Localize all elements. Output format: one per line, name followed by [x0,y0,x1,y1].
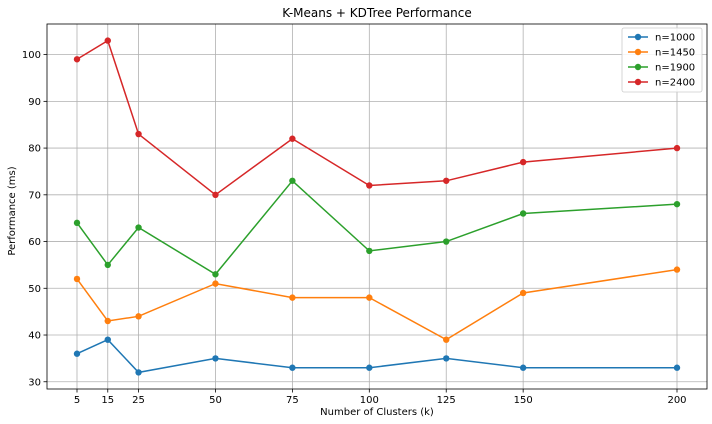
series-n=1000 [73,336,681,376]
legend-label: n=1000 [655,33,695,44]
y-tick-label: 50 [28,284,41,295]
x-tick-label: 125 [437,395,456,406]
data-point [135,130,142,138]
series-n=1900 [73,177,681,278]
data-point [366,294,373,301]
series-line [76,39,678,196]
data-point [104,261,111,269]
chart-title: K-Means + KDTree Performance [282,6,472,20]
data-point [289,364,296,371]
y-tick-label: 30 [28,377,41,388]
data-point [519,210,527,217]
y-axis-label: Performance (ms) [7,166,18,255]
plot-area [46,23,708,390]
data-point [673,144,681,152]
data-point [443,355,450,362]
data-point [104,336,111,343]
data-point [73,219,81,227]
data-point [212,191,219,199]
data-point [73,56,81,63]
series-line [76,268,678,341]
legend-box [621,27,703,93]
data-point [519,364,527,371]
series-line [76,338,677,374]
data-point [73,350,81,357]
data-point [443,336,450,343]
x-tick-label: 15 [101,395,114,406]
data-point [104,317,111,325]
legend-label: n=1900 [655,63,695,74]
x-tick-label: 100 [360,395,379,406]
y-tick-label: 60 [28,237,41,248]
legend-marker [634,63,642,71]
data-point [366,182,373,189]
x-tick-label: 75 [286,395,299,406]
legend-marker [634,48,642,56]
data-point [212,355,219,362]
y-tick-label: 70 [28,190,41,201]
data-point [366,247,373,255]
data-point [673,364,681,371]
data-point [443,238,450,245]
data-point [135,313,142,320]
legend-item: n=1900 [628,63,695,74]
data-point [212,280,219,287]
x-axis-label: Number of Clusters (k) [320,407,434,418]
data-point [104,37,111,44]
legend-label: n=1450 [655,48,695,59]
y-tick-label: 80 [28,144,41,155]
x-tick-label: 200 [667,395,686,406]
y-tick-label: 100 [22,50,41,61]
data-point [673,200,681,208]
data-point [443,177,450,184]
data-point [135,224,142,231]
series-n=1450 [73,266,681,343]
data-point [519,158,527,166]
data-point [73,275,81,283]
legend-item: n=2400 [628,78,695,89]
data-point [135,369,142,376]
legend: n=1000 n=1450 n=1900 n=2400 [621,27,703,93]
legend-marker [634,33,642,41]
series-layer [73,37,681,376]
data-point [289,294,296,301]
data-point [289,177,296,184]
x-tick-label: 5 [74,395,80,406]
x-tick-label: 150 [514,395,533,406]
axis-ticks: 5 15 25 50 75 100 125 150 200 30 40 50 60 70 80 90 100 [22,50,687,406]
data-point [519,289,527,297]
legend-item: n=1450 [628,48,695,59]
legend-label: n=2400 [655,78,695,89]
data-point [673,266,681,273]
legend-marker [634,78,642,86]
data-point [212,271,219,278]
y-tick-label: 90 [28,97,41,108]
grid [47,24,707,389]
x-tick-label: 25 [132,395,145,406]
data-point [366,364,373,371]
data-point [289,135,296,142]
series-n=2400 [73,37,681,199]
legend-item: n=1000 [628,33,695,44]
y-tick-label: 40 [28,331,41,342]
x-tick-label: 50 [209,395,222,406]
